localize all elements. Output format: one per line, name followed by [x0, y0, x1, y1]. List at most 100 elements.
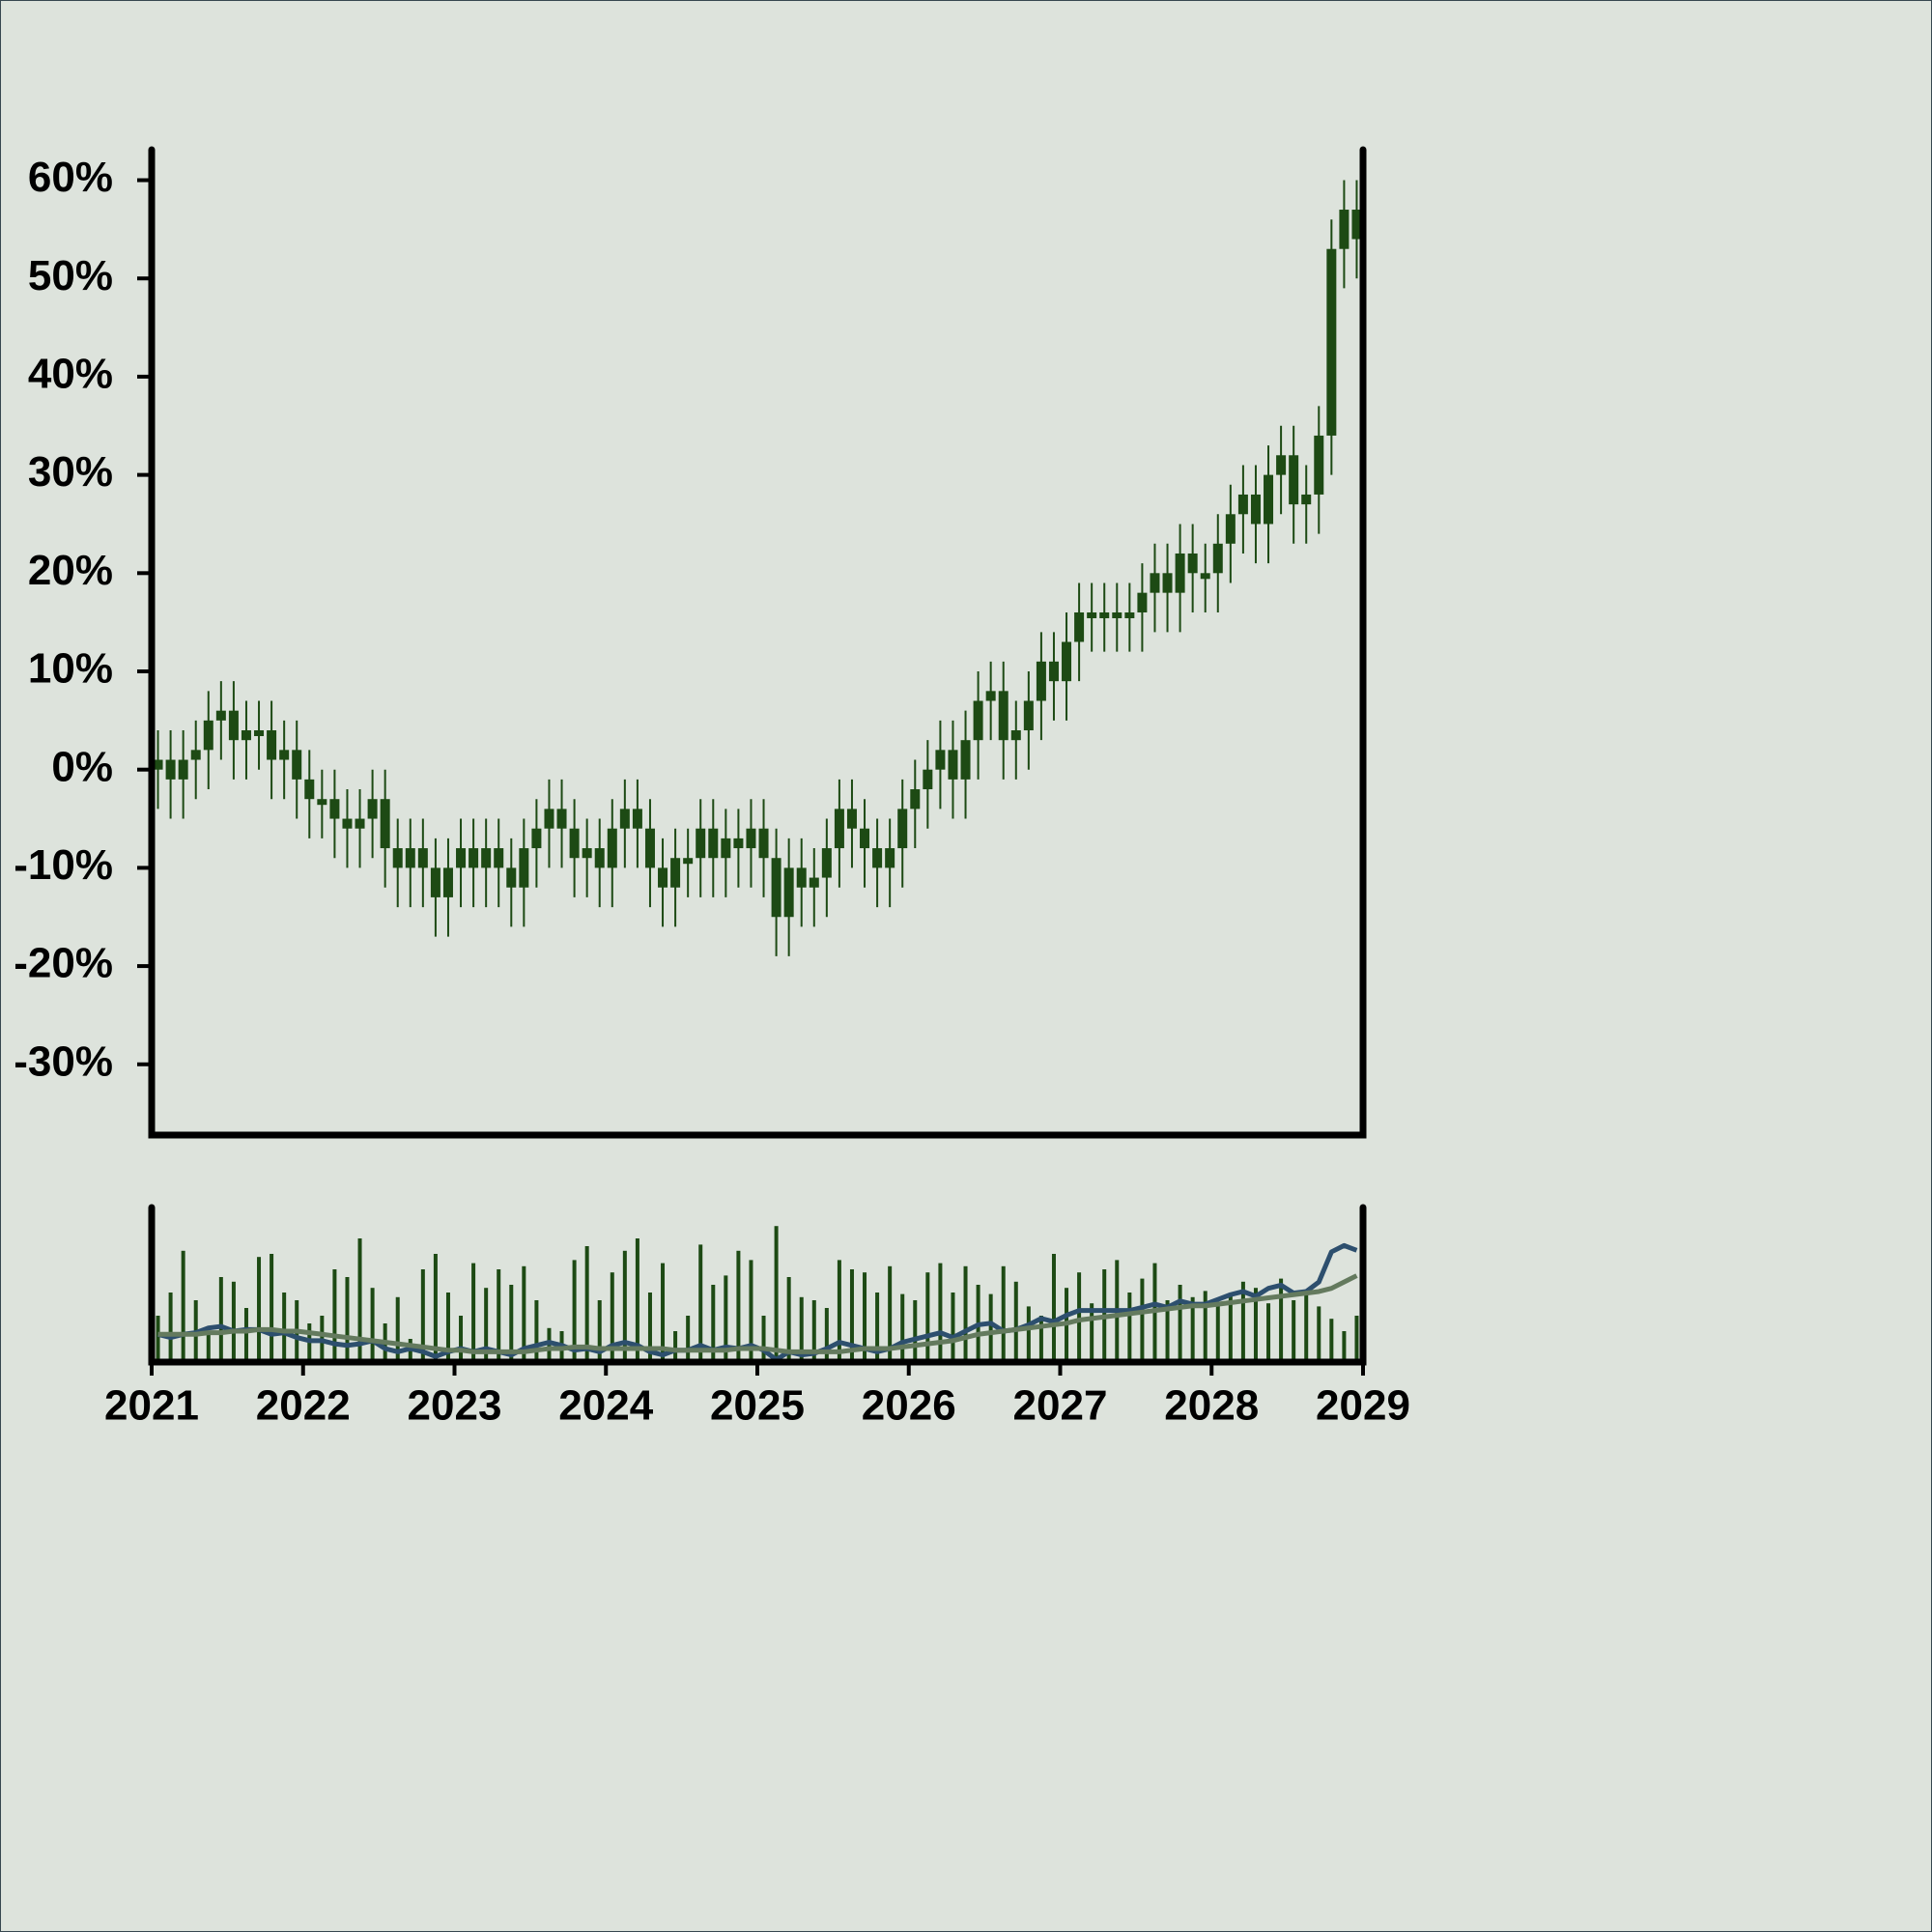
x-tick-label: 2025	[710, 1382, 805, 1430]
candle-body	[998, 691, 1009, 741]
volume-bar	[736, 1250, 741, 1362]
candle-body	[644, 828, 655, 868]
volume-bar	[1203, 1291, 1208, 1362]
volume-bar	[1190, 1296, 1195, 1362]
candle-body	[1175, 553, 1185, 593]
volume-bar	[963, 1265, 968, 1362]
candle-body	[872, 848, 883, 868]
candle-body	[1225, 514, 1236, 544]
volume-bar	[1228, 1293, 1233, 1362]
volume-bar	[1215, 1303, 1220, 1362]
candle-body	[1339, 210, 1350, 249]
candle-body	[519, 848, 529, 888]
x-tick-label: 2023	[408, 1382, 502, 1430]
candle-body	[1048, 661, 1059, 682]
volume-bar	[938, 1263, 943, 1362]
candle-body	[241, 730, 251, 741]
volume-bar	[774, 1226, 779, 1362]
candle-body	[582, 848, 592, 859]
volume-bar	[824, 1308, 829, 1362]
candle-body	[1276, 455, 1287, 475]
volume-bar	[1253, 1288, 1258, 1362]
candle-body	[1062, 641, 1072, 682]
volume-bar	[572, 1260, 577, 1362]
volume-bar	[168, 1293, 173, 1362]
volume-bar	[1051, 1254, 1056, 1362]
volume-bar	[231, 1281, 236, 1362]
volume-bar	[597, 1300, 602, 1362]
volume-bar	[357, 1238, 362, 1362]
y-tick-label: 50%	[28, 252, 113, 299]
volume-bar	[1240, 1281, 1245, 1362]
candle-body	[683, 858, 694, 865]
candle-body	[619, 809, 630, 829]
volume-bar	[799, 1296, 804, 1362]
volume-bar	[1127, 1293, 1132, 1362]
volume-bar	[635, 1238, 639, 1362]
volume-bar	[900, 1293, 905, 1362]
volume-bar	[888, 1265, 893, 1362]
y-tick-label: -10%	[14, 841, 113, 889]
x-tick-label: 2022	[256, 1382, 351, 1430]
candle-body	[430, 867, 440, 897]
candle-body	[267, 730, 277, 760]
x-tick-label: 2026	[862, 1382, 956, 1430]
y-tick-label: 10%	[28, 645, 113, 693]
x-tick-label: 2021	[104, 1382, 199, 1430]
volume-bar	[370, 1288, 375, 1362]
volume-bar	[181, 1250, 185, 1362]
volume-bar	[345, 1277, 350, 1362]
y-tick-label: 30%	[28, 448, 113, 496]
volume-bar	[724, 1275, 728, 1362]
candle-body	[279, 750, 290, 760]
volume-bar	[206, 1331, 211, 1362]
candle-body	[1074, 611, 1085, 642]
candle-body	[1137, 592, 1148, 612]
candle-body	[405, 848, 415, 868]
volume-bar	[647, 1293, 652, 1362]
x-tick-label: 2024	[558, 1382, 653, 1430]
volume-bar	[1354, 1316, 1359, 1362]
candle-body	[985, 691, 996, 701]
y-tick-label: 60%	[28, 154, 113, 201]
candle-body	[1250, 494, 1261, 525]
candle-body	[721, 838, 731, 859]
candle-body	[380, 799, 390, 849]
candle-body	[367, 799, 378, 819]
candle-body	[417, 848, 428, 868]
candle-body	[392, 848, 403, 868]
y-tick-label: 20%	[28, 547, 113, 594]
candle-body	[607, 828, 617, 868]
volume-bar	[484, 1288, 489, 1362]
candle-body	[178, 759, 188, 780]
volume-bar	[459, 1316, 464, 1362]
candle-body	[696, 828, 706, 859]
candle-body	[494, 848, 504, 868]
x-tick-label: 2027	[1013, 1382, 1108, 1430]
candle-body	[670, 858, 681, 888]
volume-bar	[875, 1293, 880, 1362]
candle-body	[897, 809, 908, 849]
candle-body	[923, 769, 933, 790]
candle-body	[1162, 573, 1173, 593]
candle-body	[809, 877, 819, 888]
volume-bar	[395, 1296, 400, 1362]
volume-bar	[1140, 1278, 1145, 1362]
candle-body	[544, 809, 554, 829]
volume-bar	[673, 1331, 678, 1362]
y-tick-label: 40%	[28, 351, 113, 398]
volume-bar	[1279, 1278, 1284, 1362]
candle-body	[329, 799, 340, 819]
candle-body	[834, 809, 844, 849]
candle-body	[1010, 730, 1021, 741]
x-tick-label: 2029	[1316, 1382, 1410, 1430]
candle-body	[1200, 573, 1210, 580]
volume-bar	[1001, 1265, 1006, 1362]
candle-body	[469, 848, 479, 868]
axis-frame	[148, 146, 1367, 1139]
candle-body	[1099, 611, 1110, 618]
candle-body	[1264, 474, 1274, 525]
volume-bar	[584, 1246, 589, 1362]
line-series	[157, 1273, 1358, 1354]
